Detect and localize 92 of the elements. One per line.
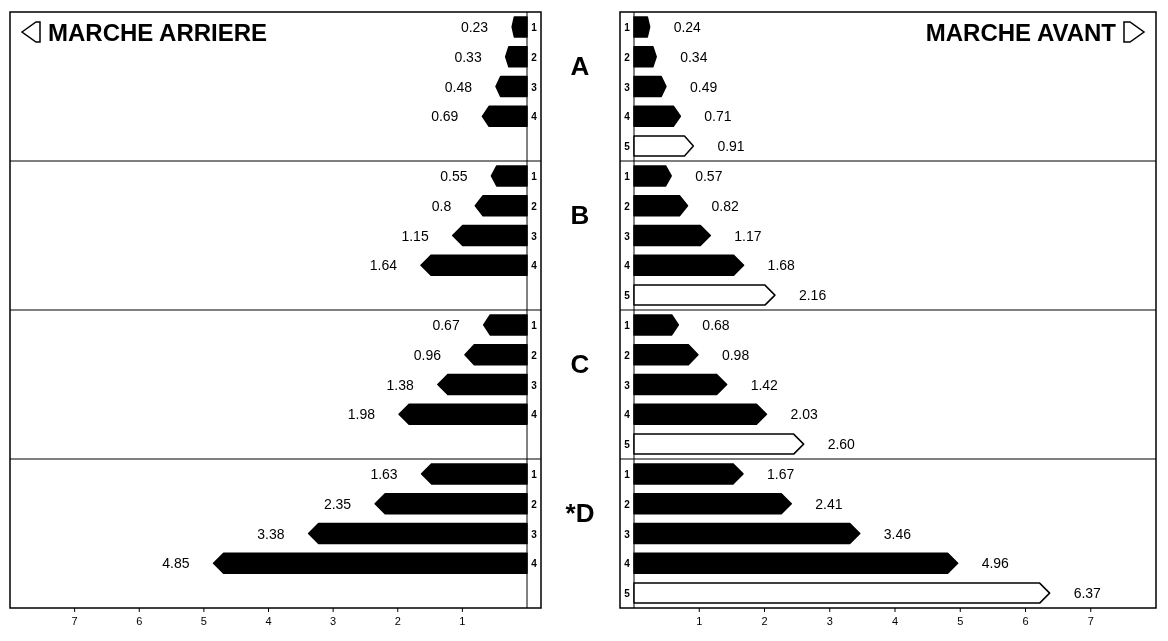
y-tick-label: 4 [531,558,538,570]
x-tick-label: 6 [1022,615,1029,627]
data-label: 2.35 [323,495,352,512]
y-tick-label: 3 [531,528,538,540]
data-label: 1.98 [347,406,376,423]
data-label: 1.17 [734,227,762,244]
data-label: 2.60 [827,436,856,453]
data-label: 1.38 [386,376,415,393]
x-tick-label: 5 [200,615,207,627]
chart-title: MARCHE ARRIERE [48,19,268,46]
x-tick-label: 3 [330,615,337,627]
y-tick-label: 3 [624,81,631,93]
y-tick-label: 5 [624,588,631,600]
data-label: 0.67 [432,316,460,333]
text: C [570,348,590,379]
y-tick-label: 3 [624,379,631,391]
chart-title: MARCHE AVANT [925,19,1117,46]
data-label: 0.96 [413,346,442,363]
y-tick-label: 2 [531,200,538,212]
text: A [570,50,590,81]
y-tick-label: 5 [624,290,631,302]
y-tick-label: 4 [531,409,538,421]
y-tick-label: 4 [531,111,538,123]
data-label: 2.41 [815,495,843,512]
data-label: 0.98 [721,346,750,363]
y-tick-label: 3 [531,230,538,242]
y-tick-label: 5 [624,141,631,153]
x-tick-label: 2 [394,615,401,627]
data-label: 0.68 [702,316,730,333]
data-label: 0.57 [695,167,723,184]
data-label: 1.42 [750,376,779,393]
data-label: 0.49 [689,78,718,95]
data-label: 1.67 [766,465,795,482]
y-tick-label: 1 [624,21,631,33]
y-tick-label: 1 [624,319,631,331]
x-tick-label: 6 [136,615,143,627]
data-label: 0.33 [454,48,482,65]
y-tick-label: 4 [624,260,631,272]
y-tick-label: 4 [624,558,631,570]
x-tick-label: 1 [696,615,703,627]
x-tick-label: 7 [1087,615,1094,627]
x-tick-label: 7 [71,615,78,627]
y-tick-label: 2 [531,349,538,361]
data-label: 0.24 [673,18,702,35]
data-label: 1.63 [370,465,398,482]
data-label: 0.23 [460,18,489,35]
data-label: 3.38 [257,525,285,542]
x-tick-label: 2 [761,615,768,627]
y-tick-label: 1 [531,170,538,182]
y-tick-label: 2 [531,51,538,63]
x-tick-label: 5 [957,615,964,627]
y-tick-label: 1 [624,170,631,182]
data-label: 1.15 [401,227,429,244]
y-tick-label: 3 [624,528,631,540]
y-tick-label: 3 [624,230,631,242]
data-label: 0.34 [680,48,708,65]
text: *D [565,497,595,528]
data-label: 0.91 [717,138,745,155]
y-tick-label: 1 [531,21,538,33]
y-tick-label: 3 [531,81,538,93]
data-label: 0.69 [431,108,459,125]
y-tick-label: 1 [531,468,538,480]
y-tick-label: 2 [624,200,631,212]
y-tick-label: 2 [624,51,631,63]
data-label: 6.37 [1073,585,1102,602]
data-label: 1.68 [767,257,796,274]
data-label: 4.85 [162,555,190,572]
y-tick-label: 1 [531,319,538,331]
y-tick-label: 2 [531,498,538,510]
data-label: 2.16 [798,287,827,304]
y-tick-label: 2 [624,349,631,361]
text: B [570,199,590,230]
x-tick-label: 4 [265,615,272,627]
data-label: 1.64 [369,257,398,274]
y-tick-label: 1 [624,468,631,480]
y-tick-label: 4 [531,260,538,272]
data-label: 0.8 [431,197,452,214]
y-tick-label: 4 [624,111,631,123]
data-label: 4.96 [981,555,1010,572]
data-label: 3.46 [883,525,912,542]
data-label: 2.03 [790,406,818,423]
y-tick-label: 3 [531,379,538,391]
data-label: 0.71 [704,108,732,125]
y-tick-label: 5 [624,439,631,451]
x-tick-label: 4 [891,615,899,627]
x-tick-label: 3 [826,615,833,627]
x-tick-label: 1 [459,615,466,627]
y-tick-label: 4 [624,409,631,421]
data-label: 0.82 [711,197,739,214]
y-tick-label: 2 [624,498,631,510]
data-label: 0.55 [440,167,468,184]
data-label: 0.48 [444,78,473,95]
